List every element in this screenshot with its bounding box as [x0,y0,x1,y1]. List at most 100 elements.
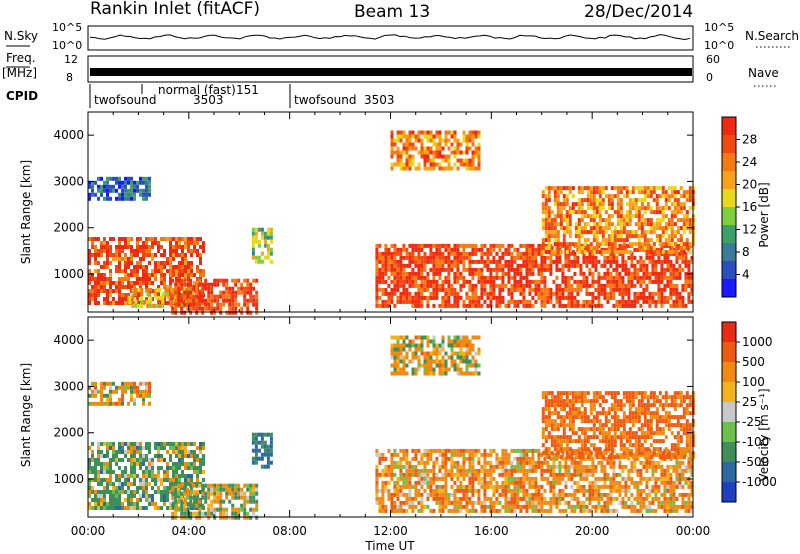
power-echo-cell [381,251,385,256]
power-echo-cell [447,267,451,272]
power-echo-cell [616,186,620,191]
power-echo-cell [396,299,400,304]
power-echo-cell [616,238,620,243]
velocity-echo-cell [378,500,382,505]
velocity-echo-cell [414,484,418,489]
power-echo-cell [180,282,184,287]
velocity-echo-cell [480,452,484,457]
power-echo-cell [204,282,208,287]
power-echo-cell [254,259,258,264]
power-echo-cell [151,257,154,261]
power-echo-cell [664,198,668,203]
velocity-echo-cell [549,464,553,469]
power-echo-cell [393,275,397,280]
power-echo-cell [690,299,694,304]
velocity-echo-cell [148,450,151,454]
power-echo-cell [607,198,611,203]
velocity-echo-region [88,381,151,406]
velocity-echo-cell [438,488,442,493]
power-echo-cell [157,269,160,273]
power-echo-cell [171,278,175,283]
power-echo-cell [106,176,109,181]
power-echo-cell [528,299,532,304]
power-echo-cell [591,255,595,260]
velocity-echo-cell [522,452,526,457]
velocity-echo-cell [528,504,532,509]
power-echo-cell [432,271,436,276]
velocity-echo-cell [375,492,379,497]
power-echo-cell [471,142,475,147]
velocity-echo-cell [136,389,139,394]
velocity-echo-cell [414,492,418,497]
power-echo-cell [160,269,163,273]
velocity-echo-cell [136,450,139,454]
station-title: Rankin Inlet (fitACF) [90,0,260,19]
velocity-echo-cell [477,456,481,461]
velocity-echo-cell [91,478,94,482]
power-echo-cell [565,246,569,251]
power-echo-cell [118,196,121,201]
velocity-echo-cell [402,464,406,469]
velocity-echo-cell [163,486,166,490]
power-echo-cell [405,158,409,163]
velocity-echo-cell [636,508,640,513]
power-echo-cell [127,241,130,245]
power-echo-cell [399,154,403,159]
power-echo-cell [652,210,656,215]
power-echo-cell [196,253,199,257]
power-echo-cell [199,245,202,249]
power-echo-cell [145,180,148,185]
power-echo-cell [420,283,424,288]
velocity-echo-cell [642,488,646,493]
velocity-echo-cell [522,464,526,469]
power-echo-cell [574,234,578,239]
velocity-echo-cell [139,478,142,482]
power-echo-cell [598,214,602,219]
velocity-echo-cell [555,476,559,481]
power-echo-cell [664,238,668,243]
velocity-echo-cell [450,452,454,457]
velocity-echo-cell [549,508,553,513]
velocity-echo-cell [402,500,406,505]
power-echo-cell [622,186,626,191]
power-echo-cell [555,287,559,292]
power-echo-cell [222,298,226,303]
velocity-echo-cell [109,401,112,406]
power-echo-cell [103,180,106,185]
power-echo-cell [495,243,499,248]
velocity-echo-cell [615,452,619,457]
power-echo-cell [390,243,394,248]
velocity-echo-cell [519,460,523,465]
power-echo-cell [627,275,631,280]
power-echo-cell [149,303,153,308]
power-echo-cell [387,275,391,280]
power-echo-cell [396,263,400,268]
velocity-echo-cell [145,486,148,490]
power-echo-cell [453,243,457,248]
velocity-echo-cell [561,464,565,469]
power-echo-cell [127,237,130,241]
velocity-echo-cell [579,504,583,509]
power-echo-cell [169,241,172,245]
velocity-echo-cell [177,507,181,512]
power-echo-cell [522,275,526,280]
velocity-echo-cell [465,472,469,477]
power-echo-cell [664,226,668,231]
power-echo-cell [630,299,634,304]
power-echo-cell [420,243,424,248]
velocity-echo-cell [420,456,424,461]
power-y-tick-label: 4000 [53,128,84,142]
velocity-echo-cell [178,450,181,454]
power-echo-cell [627,295,631,300]
power-echo-cell [684,255,688,260]
power-echo-cell [607,250,611,255]
velocity-echo-cell [172,498,175,502]
velocity-echo-cell [133,450,136,454]
power-echo-cell [489,291,493,296]
power-echo-cell [450,130,454,135]
velocity-echo-cell [112,502,115,506]
power-echo-cell [501,287,505,292]
velocity-echo-cell [118,494,121,498]
velocity-echo-cell [534,460,538,465]
velocity-echo-cell [426,496,430,501]
